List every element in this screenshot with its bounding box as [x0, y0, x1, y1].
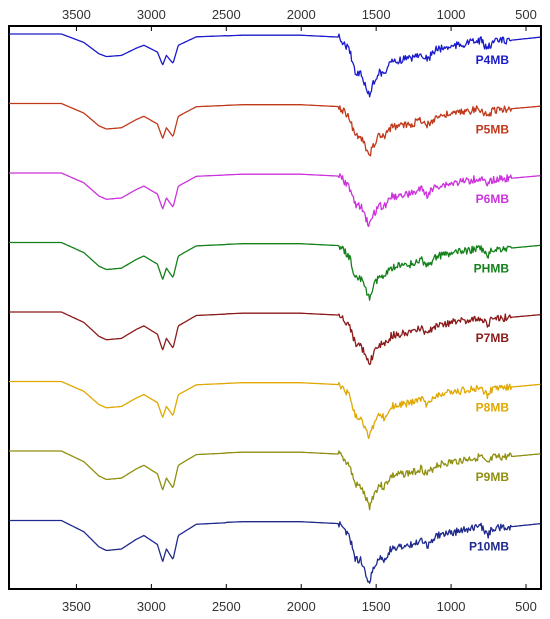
bottom-tick-label-1500: 1500: [362, 599, 391, 614]
bottom-tick-label-3500: 3500: [62, 599, 91, 614]
bottom-tick-label-2000: 2000: [287, 599, 316, 614]
series-label-p9mb: P9MB: [476, 470, 510, 484]
top-tick-label-3500: 3500: [62, 7, 91, 22]
series-label-phmb: PHMB: [474, 262, 510, 276]
top-tick-label-1000: 1000: [437, 7, 466, 22]
trace-p10mb: [9, 519, 541, 584]
top-tick-label-1500: 1500: [362, 7, 391, 22]
top-tick-label-3000: 3000: [137, 7, 166, 22]
series-label-p4mb: P4MB: [476, 53, 510, 67]
series-label-p5mb: P5MB: [476, 123, 510, 137]
spectra-traces: [9, 33, 541, 584]
top-tick-label-2000: 2000: [287, 7, 316, 22]
bottom-tick-label-3000: 3000: [137, 599, 166, 614]
bottom-tick-label-2500: 2500: [212, 599, 241, 614]
trace-p9mb: [9, 450, 541, 511]
plot-frame: [8, 25, 542, 590]
trace-p7mb: [9, 311, 541, 366]
series-label-p6mb: P6MB: [476, 192, 510, 206]
series-labels: P4MB P5MB P6MB PHMB P7MB P8MB P9MB P10MB: [469, 53, 509, 554]
series-label-p7mb: P7MB: [476, 331, 510, 345]
bottom-tick-label-1000: 1000: [437, 599, 466, 614]
trace-p6mb: [9, 172, 541, 228]
trace-p8mb: [9, 380, 541, 440]
series-label-p8mb: P8MB: [476, 401, 510, 415]
top-tick-label-2500: 2500: [212, 7, 241, 22]
trace-p5mb: [9, 102, 541, 157]
series-label-p10mb: P10MB: [469, 540, 509, 554]
trace-phmb: [9, 241, 541, 301]
bottom-tick-label-500: 500: [515, 599, 537, 614]
top-tick-label-500: 500: [515, 7, 537, 22]
top-axis-ticks: 3500 3000 2500 2000 1500 1000 500: [62, 7, 537, 31]
trace-p4mb: [9, 33, 541, 98]
